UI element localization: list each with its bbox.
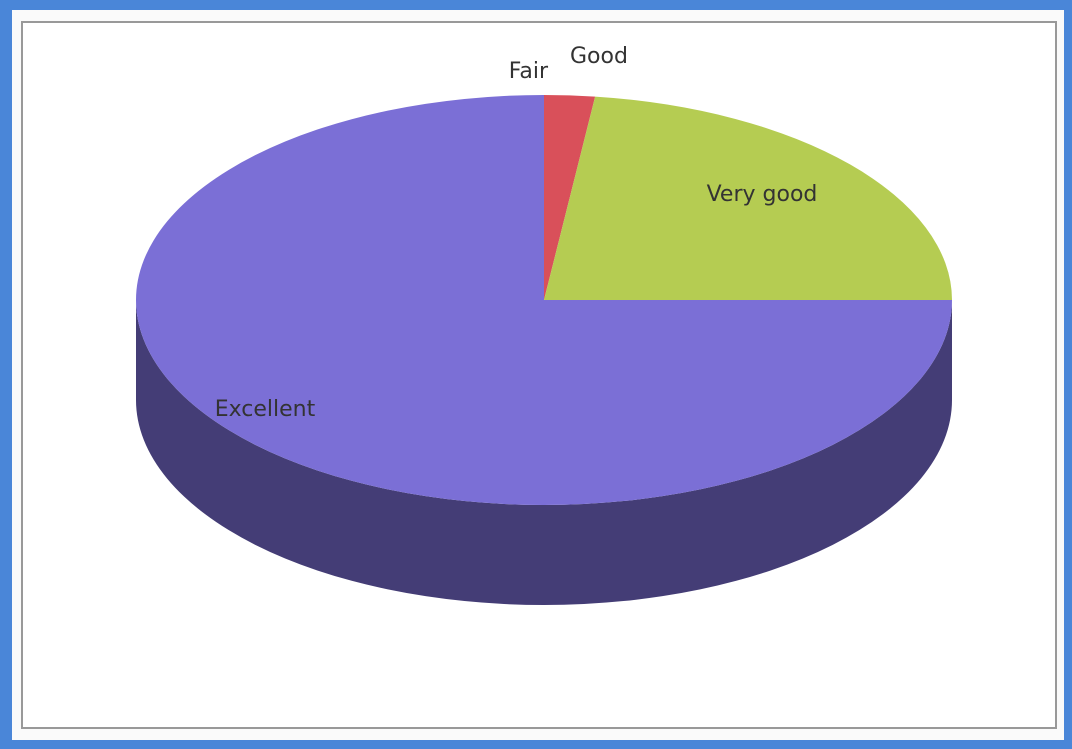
pie-slice — [544, 96, 953, 300]
slice-label: Excellent — [215, 397, 316, 422]
pie-slice — [544, 95, 596, 300]
pie-side — [136, 300, 952, 605]
slice-label: Good — [570, 44, 628, 69]
pie-slice — [136, 95, 952, 505]
slice-label: Very good — [707, 182, 818, 207]
slice-label: Fair — [509, 59, 549, 84]
